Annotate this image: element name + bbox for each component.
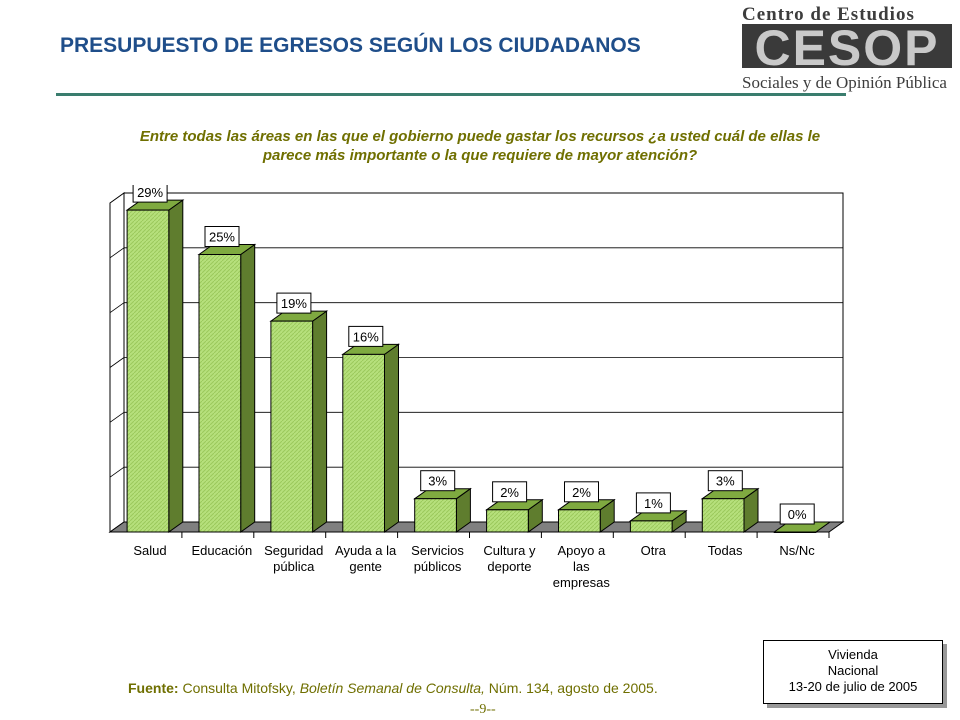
x-tick-label-line: pública (273, 559, 315, 574)
cesop-logo: Centro de Estudios CESOP Sociales y de O… (742, 4, 952, 92)
survey-question: Entre todas las áreas en las que el gobi… (40, 127, 920, 165)
logo-acronym: CESOP (754, 20, 939, 76)
data-label-box (348, 325, 384, 347)
bar (773, 531, 817, 533)
gridline-side (109, 412, 125, 423)
bar-side (312, 310, 328, 533)
data-label-box (204, 226, 240, 247)
x-tick-label-line: gente (349, 559, 382, 574)
x-tick-label-line: Cultura y (483, 543, 536, 558)
data-label-box (276, 292, 312, 314)
data-label: 3% (716, 474, 735, 489)
x-tick-label-line: Ns/Nc (779, 543, 815, 558)
bar (198, 254, 242, 533)
survey-info-box: Vivienda Nacional 13-20 de julio de 2005 (763, 640, 943, 704)
x-tick-label-line: Seguridad (264, 543, 323, 558)
page-title: PRESUPUESTO DE EGRESOS SEGÚN LOS CIUDADA… (60, 34, 641, 57)
gridline-side (109, 247, 125, 259)
data-label-box (707, 470, 743, 492)
data-label: 1% (644, 496, 663, 511)
x-tick-label-line: las (573, 559, 590, 574)
x-tick-label-line: Salud (133, 543, 166, 558)
data-label-box (492, 481, 528, 503)
x-tick-label: Seguridad pública (264, 543, 323, 574)
source-tail: Núm. 134, agosto de 2005. (484, 680, 658, 696)
bar-side (168, 199, 184, 533)
page-number: --9-- (470, 702, 496, 717)
bar-chart: 29% Salud 25% Educación 19% Seguridad pública 1… (108, 185, 845, 590)
logo-line2: Sociales y de Opinión Pública (742, 73, 947, 92)
gridline-side (109, 357, 125, 368)
bar (270, 320, 314, 533)
data-label: 16% (353, 329, 379, 344)
x-tick-label-line: Apoyo a (557, 543, 605, 558)
data-label: 2% (500, 485, 519, 500)
data-label: 19% (281, 296, 307, 311)
x-tick-label-line: Servicios (411, 543, 464, 558)
info-line-2: Nacional (827, 663, 879, 678)
x-tick-label: Educación (191, 543, 252, 558)
source-text: Consulta Mitofsky, (178, 680, 300, 696)
x-tick-label-line: públicos (414, 559, 462, 574)
logo-line1: Centro de Estudios (742, 4, 915, 25)
bar (342, 353, 386, 533)
source-note: Fuente: Consulta Mitofsky, Boletín Seman… (128, 680, 658, 696)
x-tick-label-line: Educación (191, 543, 252, 558)
bar (414, 498, 457, 533)
data-label: 3% (428, 474, 447, 489)
question-line-2: parece más importante o la que requiere … (262, 147, 698, 164)
source-publication: Boletín Semanal de Consulta, (299, 680, 485, 696)
x-tick-label-line: Todas (708, 543, 743, 558)
bar-side (240, 243, 256, 533)
bar (557, 509, 601, 533)
data-label: 29% (137, 185, 163, 200)
bar (701, 498, 745, 533)
bar (486, 509, 529, 533)
bar-side (384, 343, 400, 533)
info-line-1: Vivienda (828, 647, 878, 662)
data-label: 2% (572, 485, 591, 500)
x-tick-label: Cultura y deporte (483, 543, 536, 574)
info-line-3: 13-20 de julio de 2005 (788, 679, 918, 694)
x-tick-label-line: Otra (641, 543, 667, 558)
data-label-box (635, 492, 671, 514)
x-tick-label: Apoyo a las empresas (553, 543, 611, 590)
x-tick-label: Salud (133, 543, 166, 558)
x-tick-label-line: Ayuda a la (335, 543, 397, 558)
data-label-box (779, 503, 815, 525)
data-label-box (563, 481, 599, 503)
data-label: 0% (788, 507, 807, 522)
x-tick-label: Servicios públicos (411, 543, 464, 574)
title-divider (56, 93, 846, 96)
x-tick-label: Todas (708, 543, 743, 558)
bar (629, 520, 673, 533)
x-tick-label-line: empresas (553, 575, 611, 590)
x-tick-label: Ns/Nc (779, 543, 815, 558)
gridline-side (109, 302, 125, 313)
gridline-side (109, 466, 125, 478)
source-label: Fuente: (128, 680, 179, 696)
data-label-box (420, 470, 456, 492)
x-tick-label: Ayuda a la gente (335, 543, 397, 574)
data-label: 25% (209, 230, 235, 245)
x-tick-label-line: deporte (487, 559, 531, 574)
data-label-box (132, 185, 168, 203)
bar (126, 209, 170, 533)
question-line-1: Entre todas las áreas en las que el gobi… (139, 128, 821, 145)
x-tick-label: Otra (641, 543, 667, 558)
